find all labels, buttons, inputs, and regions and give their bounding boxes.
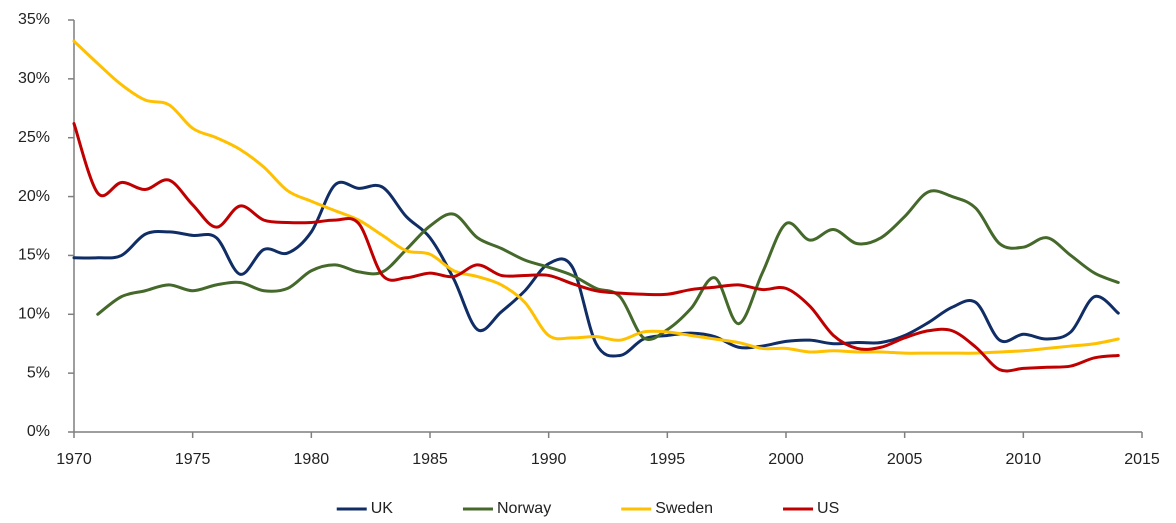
legend-label: Norway: [497, 500, 551, 517]
y-tick-label: 10%: [18, 306, 50, 323]
x-tick-label: 2010: [1006, 451, 1042, 468]
x-tick-label: 1990: [531, 451, 567, 468]
x-tick-label: 1980: [294, 451, 330, 468]
y-tick-label: 5%: [27, 364, 50, 381]
x-tick-label: 1995: [650, 451, 686, 468]
y-tick-label: 35%: [18, 11, 50, 28]
series-line: [72, 180, 1120, 358]
x-tick-label: 2000: [768, 451, 804, 468]
x-tick-label: 1970: [56, 451, 92, 468]
series-line: [72, 39, 1120, 355]
y-tick-label: 15%: [18, 247, 50, 264]
x-tick-label: 2005: [887, 451, 923, 468]
y-tick-label: 30%: [18, 70, 50, 87]
y-tick-label: 20%: [18, 188, 50, 205]
legend-label: UK: [371, 500, 394, 517]
x-tick-label: 2015: [1124, 451, 1160, 468]
series-line: [96, 189, 1120, 342]
x-tick-label: 1985: [412, 451, 448, 468]
x-tick-label: 1975: [175, 451, 211, 468]
y-tick-label: 25%: [18, 129, 50, 146]
y-tick-label: 0%: [27, 423, 50, 440]
legend-label: US: [817, 500, 839, 517]
legend-label: Sweden: [655, 500, 713, 517]
series-line: [72, 122, 1120, 373]
